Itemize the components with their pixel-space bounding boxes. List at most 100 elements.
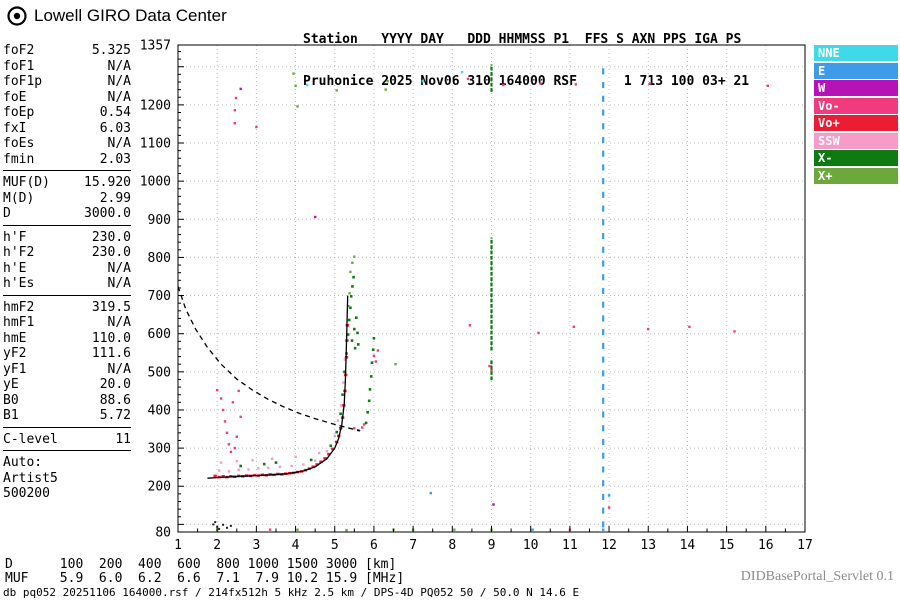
- param-label: h'F2: [3, 245, 35, 260]
- param-divider: [3, 224, 131, 226]
- param-label: h'Es: [3, 276, 35, 291]
- rfi-bands: [490, 64, 605, 528]
- y-tick-label: 80: [155, 526, 171, 541]
- param-label: B1: [3, 408, 19, 423]
- param-row: hmE 110.0: [3, 331, 131, 347]
- servlet-version: DIDBasePortal_Servlet 0.1: [740, 569, 894, 584]
- param-value: N/A: [107, 276, 131, 291]
- param-value: 15.920: [84, 175, 131, 190]
- y-tick-label: 900: [148, 213, 171, 228]
- param-divider: [3, 170, 131, 171]
- param-label: hmF2: [3, 299, 35, 315]
- x-tick-label: 7: [409, 538, 417, 553]
- station-header-line1: Station YYYY DAY DDD HHMMSS P1 FFS S AXN…: [303, 32, 742, 47]
- y-tick-label: 1000: [140, 175, 171, 190]
- param-row: B1 5.72: [3, 408, 131, 424]
- y-tick-label: 800: [148, 251, 171, 266]
- param-value: 319.5: [91, 299, 131, 315]
- axis-ticks: [177, 50, 806, 532]
- lowell-logo-icon: [7, 6, 27, 26]
- legend-chip-NNE: NNE: [814, 45, 898, 61]
- param-panel: foF2 5.325 foF1 N/A foF1p N/A foE N/A foEp 0.54 fx…: [3, 43, 131, 502]
- param-value: N/A: [107, 260, 131, 276]
- x-tick-label: 6: [370, 538, 378, 553]
- auto-label: Auto:: [3, 455, 43, 470]
- param-value: 230.0: [91, 245, 131, 260]
- param-value: 110.0: [91, 330, 131, 346]
- param-row: h'F 230.0: [3, 230, 131, 246]
- param-value: 0.54: [99, 105, 131, 120]
- param-label: B0: [3, 392, 19, 408]
- series-w-direction-echoes: [239, 87, 495, 506]
- x-tick-label: 3: [252, 538, 260, 553]
- param-row: yF2 111.6: [3, 346, 131, 362]
- series-e-region-noise: [212, 521, 232, 530]
- param-label: foF1p: [3, 74, 43, 89]
- x-tick-labels: 1 2 3 4 5 6 7 8 9 10 11 12 13 14 15 16 17: [174, 538, 813, 553]
- param-row: C-level 11: [3, 432, 131, 448]
- param-row: h'Es N/A: [3, 276, 131, 292]
- param-label: hmF1: [3, 315, 35, 330]
- param-value: N/A: [107, 89, 131, 105]
- x-tick-label: 12: [601, 538, 617, 553]
- rfi-band-9.0MHz: [490, 64, 493, 381]
- y-tick-label: 500: [148, 365, 171, 380]
- x-tick-label: 8: [448, 538, 456, 553]
- param-value: 2.99: [99, 190, 131, 206]
- param-label: yE: [3, 377, 19, 392]
- param-value: N/A: [107, 136, 131, 151]
- param-label: h'F: [3, 229, 27, 245]
- param-label: D: [3, 206, 11, 221]
- param-row: h'E N/A: [3, 261, 131, 277]
- series-x-trace: [239, 275, 376, 468]
- series-nne-direction-echoes: [306, 70, 464, 87]
- station-header-line2: Pruhonice 2025 Nov06 310 164000 RSF 1 71…: [303, 74, 750, 89]
- param-value: 2.03: [99, 151, 131, 167]
- legend-chip-SSW: SSW: [814, 132, 898, 149]
- param-divider: [3, 426, 131, 428]
- param-label: yF1: [3, 361, 27, 377]
- param-label: hmE: [3, 330, 27, 346]
- param-label: h'E: [3, 260, 27, 276]
- param-value: N/A: [107, 58, 131, 74]
- legend-chip-Vo+: Vo+: [814, 115, 898, 131]
- param-value: N/A: [107, 361, 131, 377]
- x-tick-label: 17: [797, 538, 813, 553]
- y-tick-label: 400: [148, 403, 171, 418]
- x-tick-label: 10: [523, 538, 539, 553]
- param-label: fmin: [3, 151, 35, 167]
- param-row: hmF1 N/A: [3, 315, 131, 331]
- param-row: h'F2 230.0: [3, 245, 131, 261]
- x-tick-label: 9: [488, 538, 496, 553]
- legend-chip-Vo-: Vo-: [814, 97, 898, 114]
- param-divider: [3, 294, 131, 296]
- ionogram-chart: 1 2 3 4 5 6 7 8 9 10 11 12 13 14 15 16 17135712001100100…: [140, 39, 813, 554]
- y-tick-label: 1100: [140, 137, 171, 152]
- auto-line: 500200: [3, 486, 50, 501]
- series-o-trace-spread: [217, 358, 347, 473]
- param-value: 3000.0: [84, 206, 131, 221]
- param-label: MUF(D): [3, 175, 50, 190]
- param-label: foF1: [3, 58, 35, 74]
- legend: NNE E W Vo- Vo+ SSW X- X+: [814, 45, 898, 185]
- muf-row: MUF 5.9 6.0 6.2 6.6 7.1 7.9 10.2 15.9 [M…: [5, 571, 405, 586]
- x-tick-label: 1: [174, 538, 182, 553]
- y-tick-label: 200: [148, 480, 171, 495]
- param-row: D 3000.0: [3, 206, 131, 222]
- legend-chip-X+: X+: [814, 167, 898, 184]
- param-row: foEs N/A: [3, 136, 131, 152]
- y-tick-label: 300: [148, 442, 171, 457]
- param-row: foF2 5.325: [3, 43, 131, 59]
- x-tick-label: 4: [292, 538, 300, 553]
- param-value: N/A: [107, 315, 131, 330]
- param-label: yF2: [3, 346, 27, 361]
- y-tick-label: 700: [148, 289, 171, 304]
- legend-chip-W: W: [814, 80, 898, 96]
- param-label: foF2: [3, 43, 35, 58]
- param-row: foEp 0.54: [3, 105, 131, 121]
- series-e-direction-echoes: [429, 491, 611, 531]
- y-tick-labels: 1357 1200 1100 1000 900 800 700 600 500 400 300 200…: [140, 39, 171, 541]
- param-row: yF1 N/A: [3, 362, 131, 378]
- y-tick-label: 1200: [140, 98, 171, 113]
